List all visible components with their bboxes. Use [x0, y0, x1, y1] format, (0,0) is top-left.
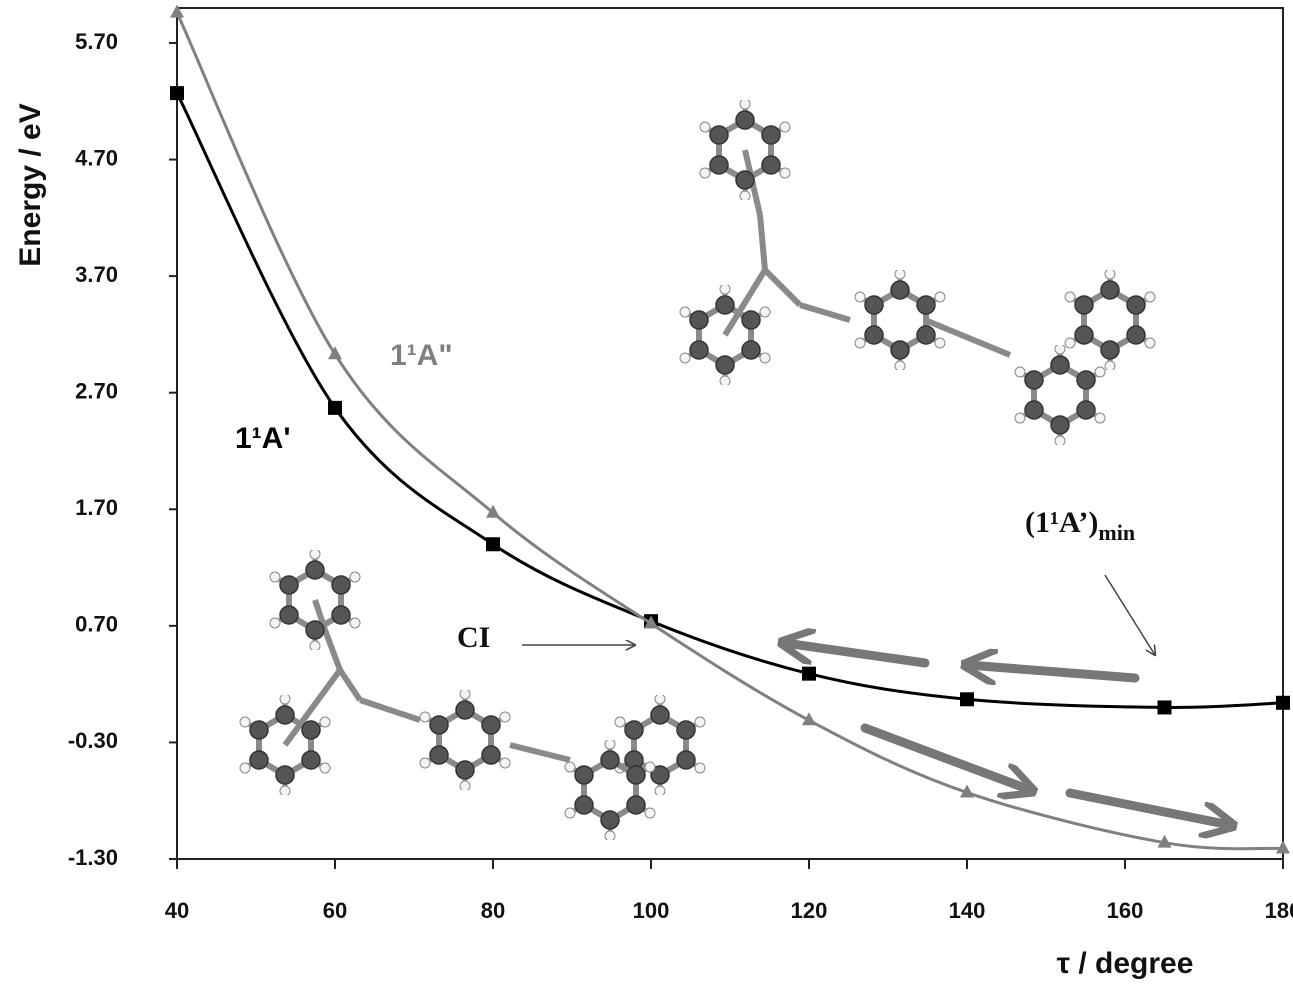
y-tick-label: 5.70 [75, 29, 118, 54]
marker [328, 400, 342, 415]
x-tick-label: 100 [633, 898, 670, 923]
x-tick-label: 40 [165, 898, 189, 923]
y-tick-label: 0.70 [75, 612, 118, 637]
marker [644, 615, 658, 629]
marker [1157, 834, 1172, 848]
x-tick-label: 160 [1107, 898, 1144, 923]
x-axis-title: τ / degree [1057, 947, 1194, 980]
y-tick-label: 1.70 [75, 495, 118, 520]
y-tick-label: 3.70 [75, 262, 118, 287]
annotation-subscript: min [1098, 520, 1135, 545]
x-tick-label: 180 [1265, 898, 1293, 923]
marker [802, 666, 816, 681]
process-arrows [785, 643, 1230, 825]
x-tick-label: 80 [481, 898, 505, 923]
marker [1276, 840, 1290, 854]
marker [960, 692, 974, 707]
marker [486, 537, 500, 552]
y-tick-label: 4.70 [75, 145, 118, 170]
marker [170, 86, 184, 101]
marker [1276, 695, 1290, 710]
annotation-text: (1¹A’) [1025, 506, 1098, 539]
series-line [175, 92, 1284, 709]
marker [328, 346, 342, 360]
x-tick-label: 60 [323, 898, 347, 923]
molecule-upper [680, 99, 1155, 446]
x-tick-label: 140 [949, 898, 986, 923]
y-tick-label: -1.30 [68, 845, 118, 870]
y-tick-label: -0.30 [68, 728, 118, 753]
annotation: CI [457, 621, 490, 654]
annotation: (1¹A’)min [1025, 506, 1135, 545]
molecule-lower [240, 549, 705, 841]
series-label: 1¹A' [235, 422, 290, 455]
pointer-arrows [522, 574, 1155, 655]
marker [170, 4, 184, 18]
y-axis-title: Energy / eV [14, 103, 47, 266]
series-line [175, 12, 1284, 851]
marker [1157, 700, 1172, 715]
marker [486, 504, 500, 518]
marker [802, 712, 816, 726]
plot-frame [176, 7, 1284, 860]
series-label: 1¹A" [390, 339, 453, 372]
marker [960, 784, 974, 798]
y-tick-label: 2.70 [75, 379, 118, 404]
x-tick-label: 120 [791, 898, 828, 923]
